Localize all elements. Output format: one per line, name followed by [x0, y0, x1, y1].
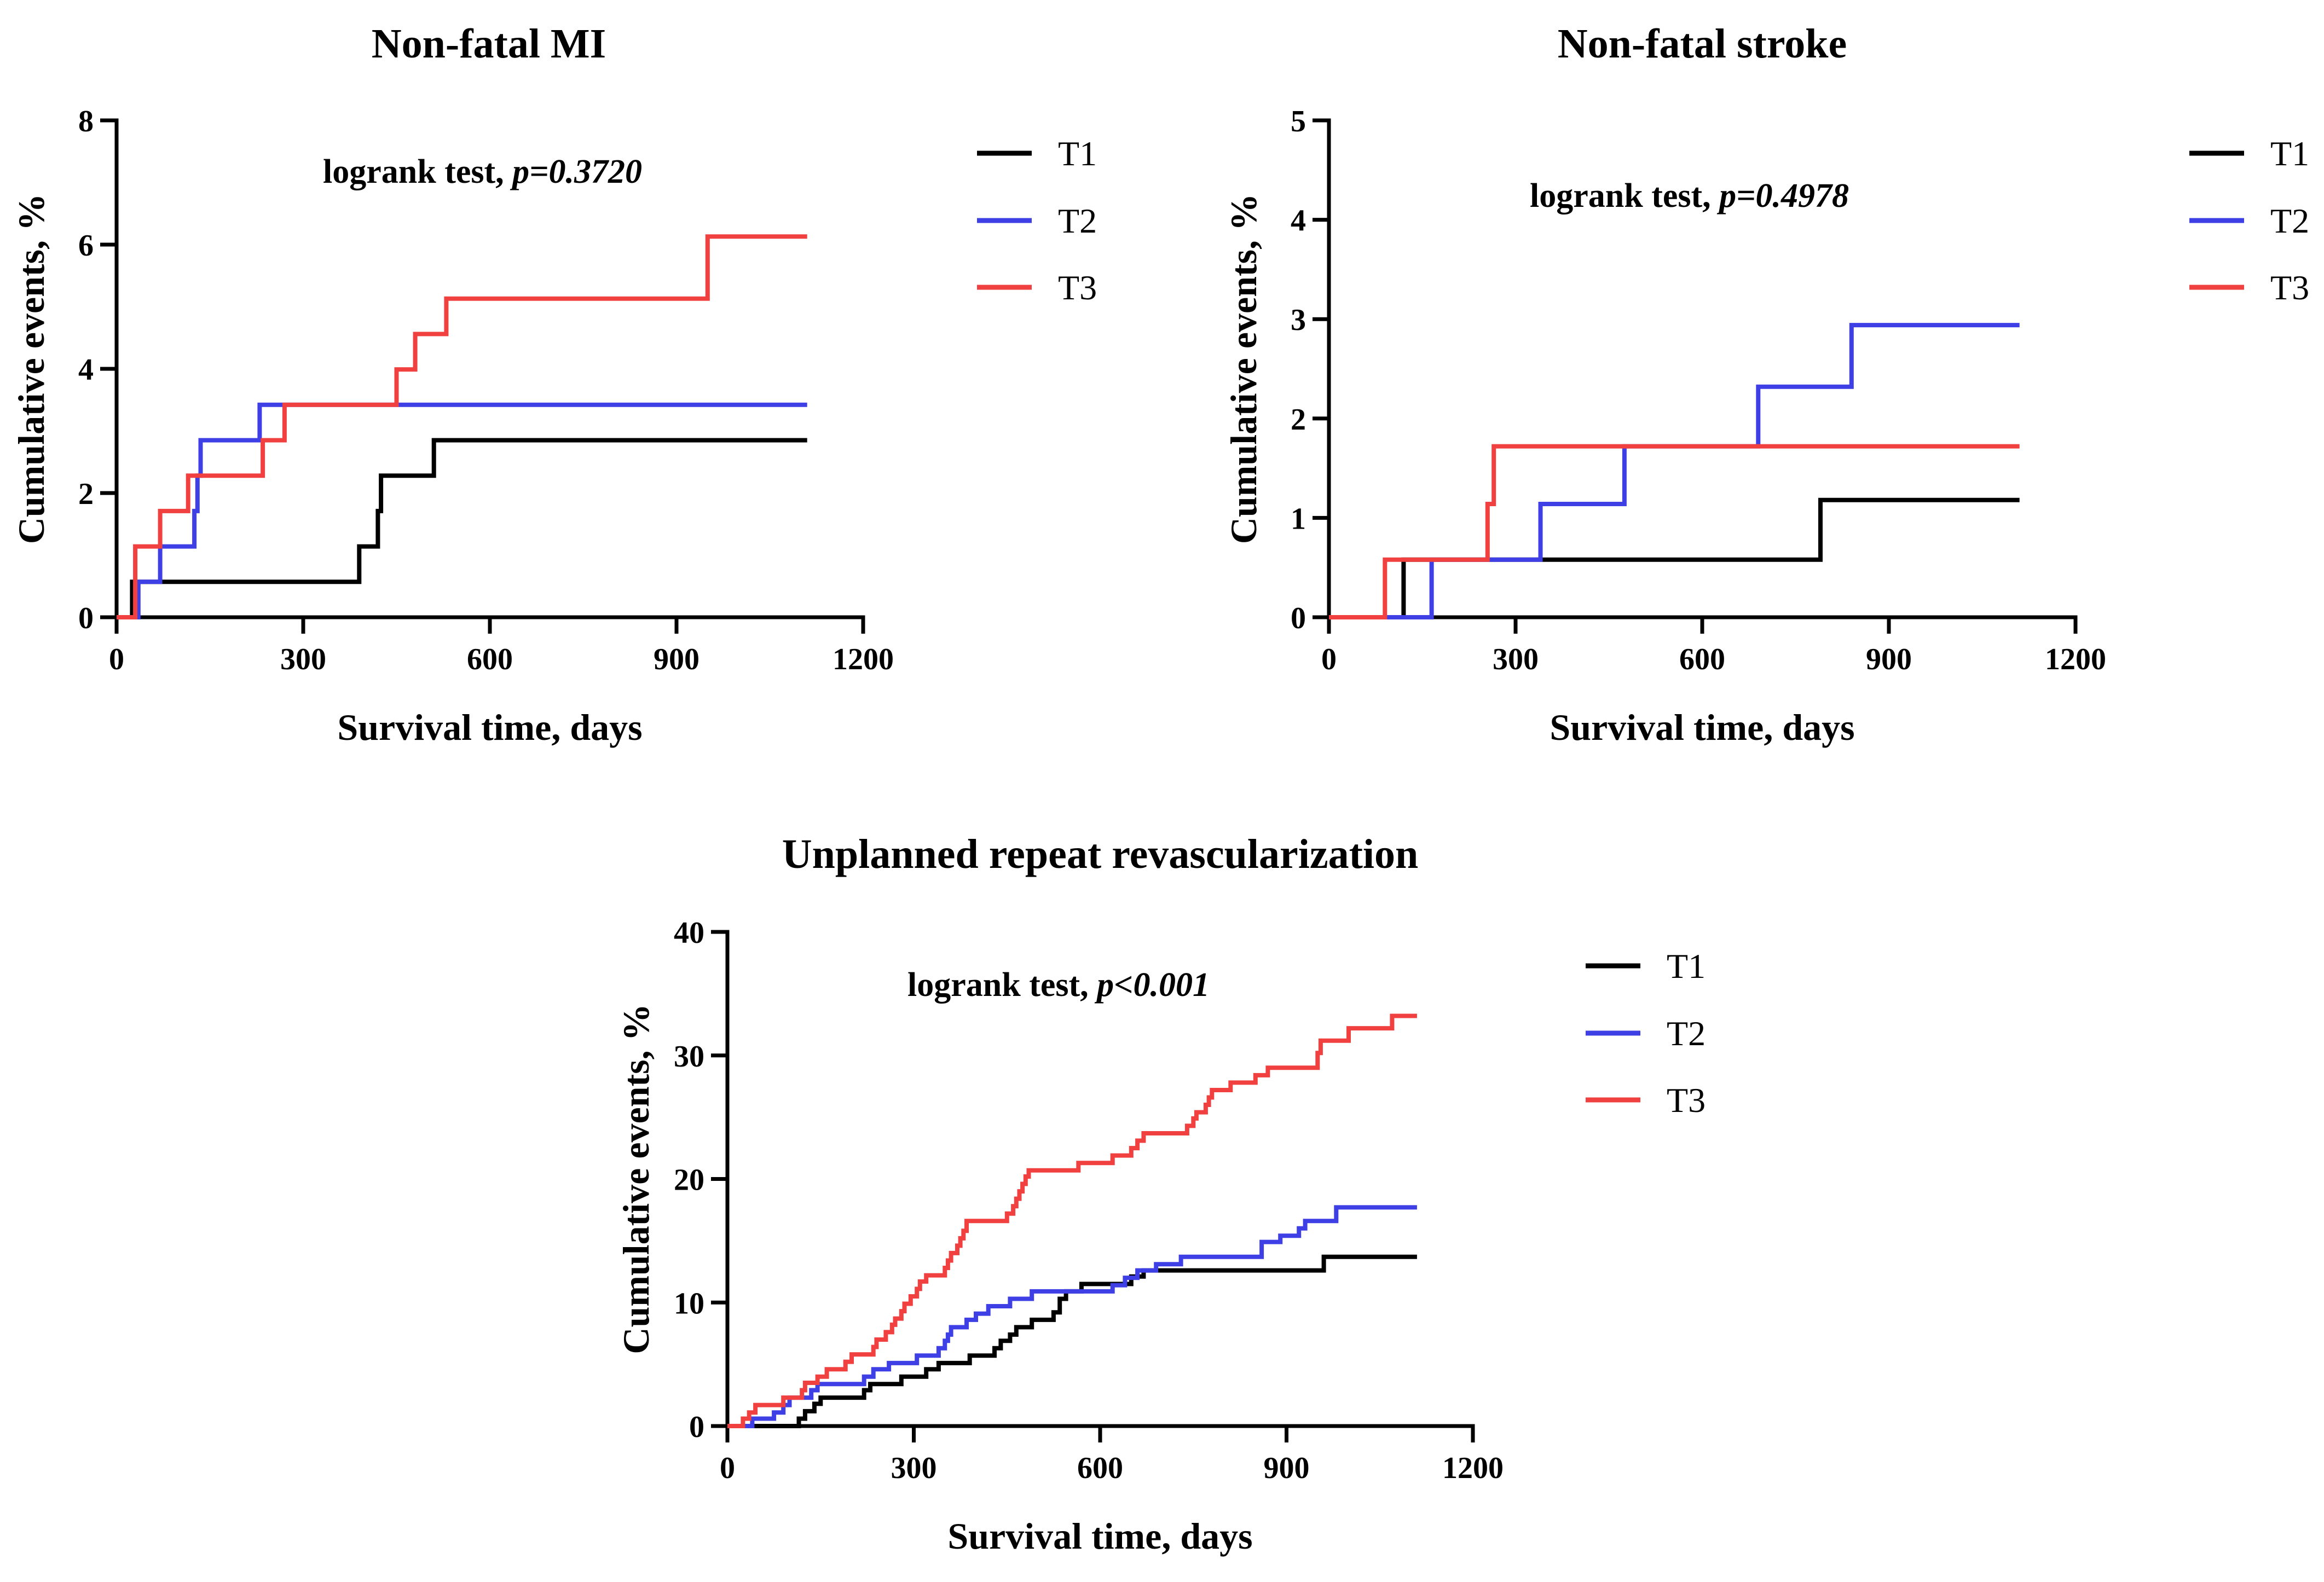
panel-2-logrank-annotation: logrank test, p=0.4978 [1530, 177, 1849, 215]
panel-1-x-tick-label: 300 [280, 642, 326, 676]
panel-3-logrank-pvalue: p<0.001 [1094, 966, 1210, 1004]
panel-2-y-tick-label: 4 [1291, 204, 1306, 238]
panel-1-title: Non-fatal MI [372, 21, 606, 67]
panel-3-y-tick-label: 10 [674, 1287, 704, 1320]
panel-3-x-tick-label: 900 [1264, 1451, 1310, 1485]
panel-3-series-t2 [727, 1205, 1417, 1428]
panel-1-y-tick-label: 4 [78, 353, 94, 387]
panel-3-x-tick-label: 300 [891, 1451, 937, 1485]
panel-1-x-tick-label: 0 [109, 642, 124, 676]
panel-3-y-tick-label: 40 [674, 916, 704, 950]
panel-1-legend-label-t2: T2 [1058, 201, 1097, 240]
panel-2-y-tick-label: 2 [1291, 403, 1306, 437]
panel-1-legend-label-t3: T3 [1058, 268, 1097, 307]
panel-3-x-axis-label: Survival time, days [947, 1515, 1252, 1557]
panel-1-series-t2 [117, 402, 807, 619]
panel-2-x-axis-label: Survival time, days [1550, 706, 1854, 748]
panel-3-legend-label-t2: T2 [1667, 1014, 1706, 1053]
panel-3-x-tick-label: 1200 [1442, 1451, 1504, 1485]
panel-2-series-t2 [1329, 323, 2020, 619]
panel-1-series-t1 [117, 438, 807, 619]
panel-2-logrank-pvalue: p=0.4978 [1716, 177, 1849, 215]
panel-2-y-axis-label: Cumulative events, % [1223, 194, 1264, 544]
panel-3-y-tick-label: 30 [674, 1040, 704, 1074]
panel-2-legend-label-t1: T1 [2270, 134, 2309, 173]
panel-1: Non-fatal MI 0 300 600 900 1200 0 2 4 6 8 Survival … [10, 21, 1097, 748]
panel-3-y-axis-label: Cumulative events, % [615, 1004, 657, 1354]
panel-3-x-tick-label: 0 [720, 1451, 735, 1485]
panel-1-x-tick-label: 600 [467, 642, 513, 676]
panel-2-y-tick-label: 1 [1291, 502, 1306, 536]
panel-1-series-t3 [117, 234, 807, 619]
panel-2-x-tick-label: 900 [1866, 642, 1912, 676]
panel-2-title: Non-fatal stroke [1558, 21, 1847, 67]
panel-1-logrank-annotation: logrank test, p=0.3720 [323, 153, 642, 190]
panel-3-logrank-label: logrank test, [907, 966, 1097, 1004]
panel-2-y-tick-label: 0 [1291, 601, 1306, 635]
panel-2-y-tick-label: 3 [1291, 303, 1306, 337]
panel-1-legend-label-t1: T1 [1058, 134, 1097, 173]
panel-1-x-tick-label: 1200 [833, 642, 894, 676]
panel-1-logrank-label: logrank test, [323, 153, 512, 190]
panel-2-x-tick-label: 1200 [2045, 642, 2106, 676]
panel-2-x-tick-label: 600 [1679, 642, 1725, 676]
panel-2: Non-fatal stroke 0 300 600 900 1200 0 1 2 3 4 5 Surv… [1223, 21, 2309, 748]
panel-1-logrank-pvalue: p=0.3720 [510, 153, 642, 190]
panel-2-x-tick-label: 0 [1321, 642, 1337, 676]
panel-3-y-tick-label: 20 [674, 1163, 704, 1197]
panel-3-legend-label-t1: T1 [1667, 947, 1706, 986]
panel-1-y-axis-label: Cumulative events, % [10, 194, 52, 544]
panel-1-x-tick-label: 900 [654, 642, 699, 676]
panel-1-y-tick-label: 8 [78, 105, 94, 138]
panel-1-y-tick-label: 2 [78, 477, 94, 511]
panel-3-logrank-annotation: logrank test, p<0.001 [907, 966, 1210, 1004]
panel-2-legend-label-t3: T3 [2270, 268, 2309, 307]
panel-3-y-tick-label: 0 [689, 1410, 704, 1444]
panel-1-y-tick-label: 0 [78, 601, 94, 635]
panel-2-series-t3 [1329, 444, 2020, 619]
panel-3-title: Unplanned repeat revascularization [782, 831, 1419, 877]
panel-2-x-tick-label: 300 [1493, 642, 1539, 676]
panel-3-series-t3 [727, 1013, 1417, 1428]
panel-1-x-axis-label: Survival time, days [337, 706, 642, 748]
panel-3-x-tick-label: 600 [1077, 1451, 1123, 1485]
panel-2-legend-label-t2: T2 [2270, 201, 2309, 240]
panel-3-legend-label-t3: T3 [1667, 1081, 1706, 1120]
panel-2-y-tick-label: 5 [1291, 105, 1306, 138]
panel-3-series-t1 [727, 1254, 1417, 1428]
panel-2-logrank-label: logrank test, [1530, 177, 1719, 215]
panel-1-y-tick-label: 6 [78, 229, 94, 263]
